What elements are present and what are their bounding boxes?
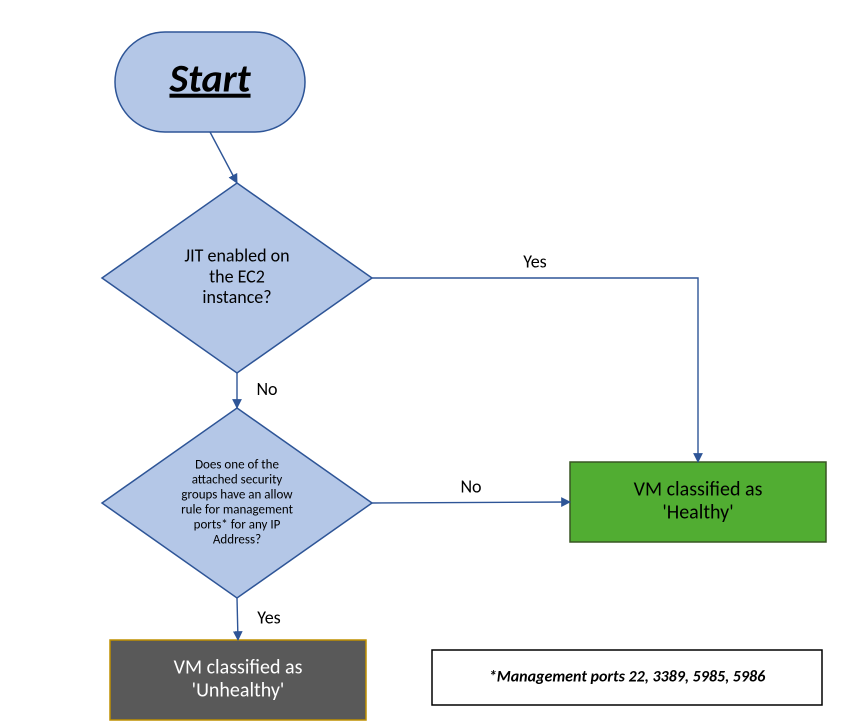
unhealthy-label: VM classified as'Unhealthy' (174, 655, 303, 702)
edge-jit-yes-label: Yes (523, 250, 546, 272)
edge-start-jit (210, 132, 237, 183)
edge-sg-no (372, 502, 570, 503)
start-label: Start (168, 54, 251, 103)
edge-jit-no-label: No (256, 378, 277, 400)
edge-sg-no-label: No (460, 475, 481, 497)
footnote-label: *Management ports 22, 3389, 5985, 5986 (489, 667, 766, 686)
edge-sg-yes-label: Yes (257, 606, 280, 628)
edge-jit-yes (372, 278, 698, 462)
edge-sg-yes (237, 598, 238, 640)
